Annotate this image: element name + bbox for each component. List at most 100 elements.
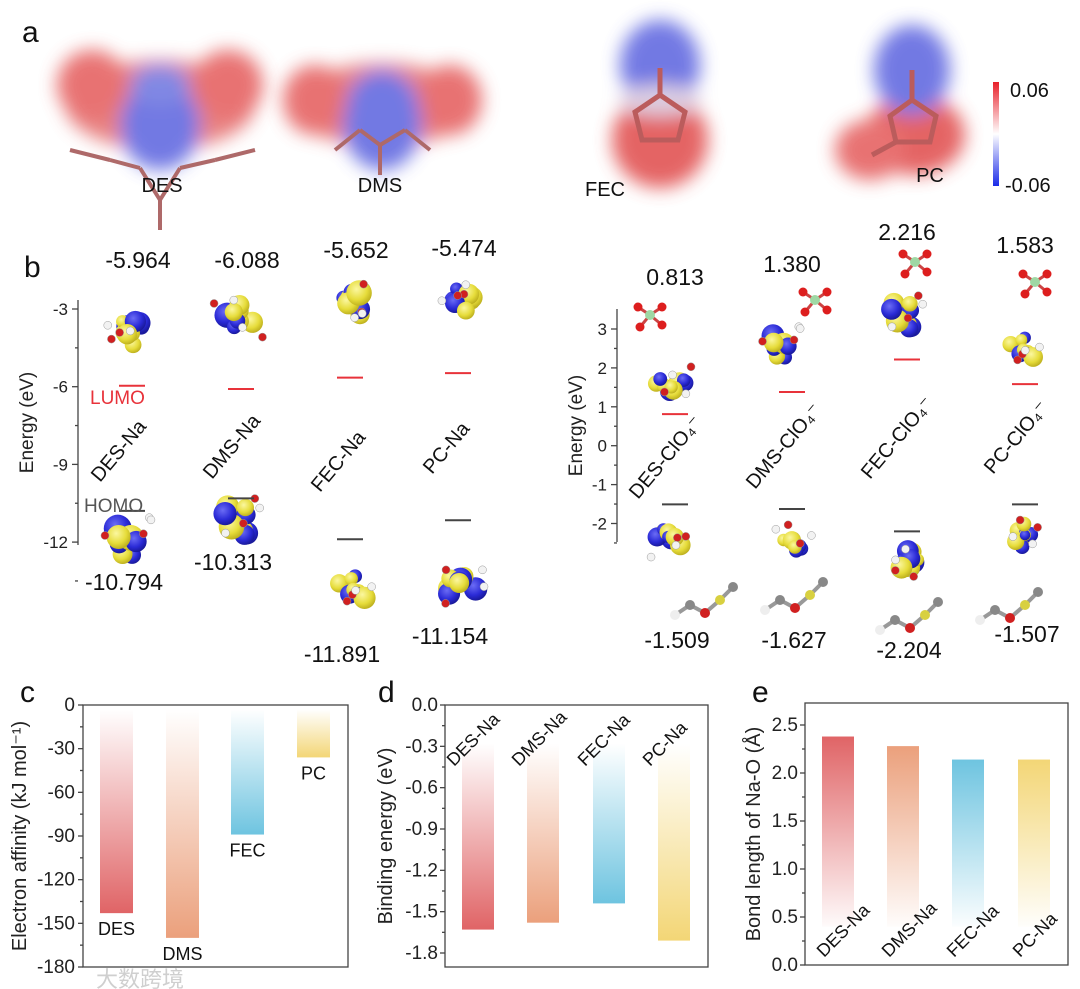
- oxygen-atom: [922, 249, 932, 259]
- atom: [1033, 587, 1043, 597]
- atom: [758, 337, 767, 346]
- lumo-value-label: -5.964: [105, 247, 170, 273]
- lumo-orbital-isosurface: [336, 279, 372, 325]
- solvent-molecule-model: [760, 577, 828, 615]
- atom: [975, 615, 985, 625]
- atom: [126, 326, 135, 336]
- atom: [775, 595, 785, 605]
- category-label: PC-ClO₄⁻: [980, 397, 1053, 478]
- y-tick-label: 2.5: [772, 715, 798, 736]
- lumo-orbital-isosurface: [1002, 331, 1044, 367]
- esp-map-pc: [835, 25, 965, 180]
- homo-orbital-isosurface: [646, 523, 691, 562]
- orbital-lobe-yellow: [224, 303, 243, 322]
- panel-d-binding-energy-chart: DES-Na DMS-Na FEC-Na PC-Na0.0-0.3-0.6-0.9-1…: [375, 695, 709, 968]
- atom: [255, 503, 264, 513]
- atom: [901, 544, 910, 554]
- y-tick-label: -0.3: [405, 736, 438, 757]
- atom: [342, 596, 352, 606]
- category-label: FEC-Na: [307, 426, 371, 496]
- plot-frame: [804, 702, 1069, 966]
- atom: [891, 555, 900, 565]
- y-tick-label: 0: [598, 437, 607, 456]
- oxygen-atom: [1042, 269, 1052, 279]
- lumo-value-label: 2.216: [878, 219, 936, 245]
- atom: [933, 597, 943, 607]
- molecule-label-fec: FEC: [585, 179, 625, 201]
- bar-category-label: PC: [301, 763, 326, 783]
- solvent-molecule-model: [670, 582, 738, 620]
- bar-pc-na: [1018, 759, 1050, 927]
- atom: [646, 552, 656, 562]
- y-axis-title: Binding energy (eV): [375, 748, 397, 925]
- y-tick-label: 0: [64, 695, 75, 716]
- atom: [350, 313, 359, 322]
- y-tick-label: -60: [48, 782, 75, 803]
- atom: [115, 328, 124, 337]
- atom: [671, 541, 681, 550]
- atom: [139, 529, 148, 539]
- atom: [909, 572, 918, 581]
- homo-value-label: -10.313: [194, 549, 272, 575]
- atom: [790, 603, 800, 613]
- homo-value-label: -1.627: [761, 627, 826, 653]
- atom: [990, 605, 1000, 615]
- atom: [1005, 613, 1015, 623]
- oxygen-atom: [798, 287, 808, 297]
- atom: [700, 608, 710, 618]
- bar-pc: [297, 709, 330, 758]
- bar-dms: [166, 709, 199, 938]
- bar-fec-na: [952, 759, 984, 927]
- atom: [903, 313, 913, 323]
- orbital-lobe-yellow: [902, 296, 918, 312]
- bar-des: [100, 709, 133, 914]
- bar-category-label: DES: [98, 919, 135, 939]
- lumo-orbital-isosurface: [103, 310, 151, 354]
- perchlorate-model: [898, 249, 932, 279]
- category-label: FEC-ClO₄⁻: [857, 393, 938, 484]
- lumo-value-label: -5.652: [323, 237, 388, 263]
- bar-category-label: FEC: [230, 841, 266, 861]
- atom: [807, 531, 816, 540]
- oxygen-atom: [922, 267, 932, 277]
- molecule-label-pc: PC: [916, 165, 944, 187]
- atom: [789, 335, 799, 345]
- category-label: DMS-Na: [199, 410, 266, 484]
- atom: [818, 577, 828, 587]
- orbital-lobe-yellow: [1015, 334, 1028, 346]
- esp-map-des: [57, 50, 263, 230]
- atom: [1015, 515, 1025, 525]
- homo-orbital-isosurface: [213, 494, 264, 545]
- bar-des-na: [462, 743, 494, 930]
- atom: [238, 323, 247, 332]
- y-tick-label: -90: [48, 826, 75, 847]
- atom: [728, 582, 738, 592]
- y-tick-label: 1: [598, 398, 607, 417]
- oxygen-atom: [635, 322, 645, 332]
- atom: [1028, 539, 1037, 549]
- oxygen-atom: [1042, 287, 1052, 297]
- oxygen-atom: [900, 269, 910, 279]
- chlorine-atom: [910, 257, 920, 267]
- atom: [771, 524, 781, 534]
- panel-label-e: e: [752, 676, 769, 709]
- atom: [209, 299, 219, 308]
- oxygen-atom: [1020, 289, 1030, 299]
- oxygen-atom: [822, 305, 832, 315]
- atom: [357, 309, 367, 318]
- atom: [795, 324, 805, 333]
- atom: [920, 610, 930, 620]
- panel-e-bond-length-chart: DES-Na DMS-Na FEC-Na PC-Na0.00.51.01.52.02.…: [742, 702, 1069, 976]
- bar-des-na: [822, 736, 854, 927]
- atom: [875, 625, 885, 635]
- atom: [258, 332, 267, 342]
- y-tick-label: -12: [43, 533, 68, 552]
- atom: [795, 539, 805, 548]
- y-tick-label: -0.6: [405, 778, 438, 799]
- y-tick-label: 1.5: [772, 811, 798, 832]
- atom: [914, 291, 923, 300]
- homo-value-label: -1.509: [644, 627, 709, 653]
- y-tick-label: 2.0: [772, 763, 798, 784]
- orbital-lobe-yellow: [106, 524, 131, 550]
- lumo-value-label: -6.088: [214, 247, 279, 273]
